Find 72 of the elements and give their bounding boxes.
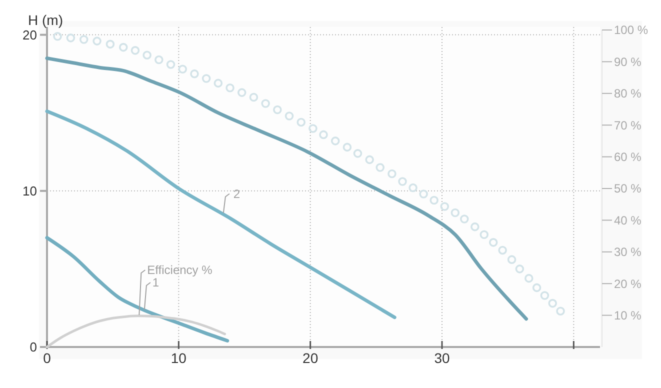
point	[353, 149, 362, 158]
y2-tick-label: 90 %	[614, 54, 642, 69]
point	[154, 55, 164, 64]
point	[142, 50, 152, 60]
line-series	[45, 110, 396, 320]
x-tick-label: 0	[43, 350, 52, 366]
annotation: 2	[233, 186, 240, 201]
point	[460, 214, 469, 224]
point	[548, 298, 557, 308]
point	[190, 69, 199, 78]
line-series	[45, 236, 230, 343]
point	[408, 183, 418, 192]
point	[430, 196, 438, 205]
point	[273, 105, 282, 114]
point	[532, 283, 542, 292]
point	[249, 92, 258, 102]
y2-tick-label: 100 %	[614, 23, 648, 38]
point	[261, 99, 270, 108]
point	[166, 60, 176, 69]
point	[284, 112, 294, 120]
point	[296, 118, 306, 127]
y2-tick-label: 50 %	[614, 182, 642, 196]
point	[308, 124, 318, 133]
point	[79, 35, 88, 44]
y2-tick-label: 60 %	[614, 150, 642, 164]
y2-tick-label: 10 %	[614, 308, 642, 322]
point	[556, 306, 565, 316]
y-tick-label: 20	[22, 27, 37, 42]
point	[515, 264, 524, 274]
point	[342, 142, 352, 152]
point	[214, 78, 223, 88]
point	[53, 32, 62, 41]
y-tick-label: 10	[22, 183, 37, 198]
point	[237, 88, 246, 97]
point	[398, 177, 407, 186]
annotation: Efficiency %	[147, 263, 213, 278]
point	[202, 74, 211, 83]
point	[319, 130, 328, 140]
point	[92, 36, 102, 46]
point	[376, 163, 385, 172]
y2-tick-label: 30 %	[614, 245, 642, 260]
point	[470, 222, 480, 232]
y-tick-label: 0	[30, 340, 37, 355]
point	[507, 255, 516, 264]
annotation: 1	[152, 276, 160, 290]
point	[440, 202, 450, 211]
point	[130, 46, 140, 55]
point	[450, 208, 460, 218]
point	[226, 83, 234, 92]
y2-tick-label: 40 %	[614, 213, 642, 228]
point	[498, 246, 507, 255]
line-series	[46, 314, 226, 348]
x-tick-label: 10	[170, 350, 187, 366]
line-series	[45, 56, 528, 321]
y2-tick-label: 80 %	[614, 86, 642, 101]
point	[330, 136, 340, 146]
y2-tick-label: 20 %	[614, 276, 642, 291]
point	[540, 291, 550, 300]
point	[365, 155, 374, 164]
point	[419, 190, 428, 198]
x-tick-label: 20	[302, 350, 318, 366]
point	[524, 274, 534, 283]
point	[118, 42, 128, 52]
x-tick-label: 30	[434, 350, 450, 366]
point	[66, 34, 76, 42]
y-axis-title: H (m)	[28, 12, 63, 28]
point	[388, 169, 396, 178]
point	[488, 238, 498, 247]
y2-tick-label: 70 %	[614, 118, 642, 132]
point	[178, 64, 188, 74]
point	[106, 40, 115, 49]
point	[480, 230, 489, 240]
